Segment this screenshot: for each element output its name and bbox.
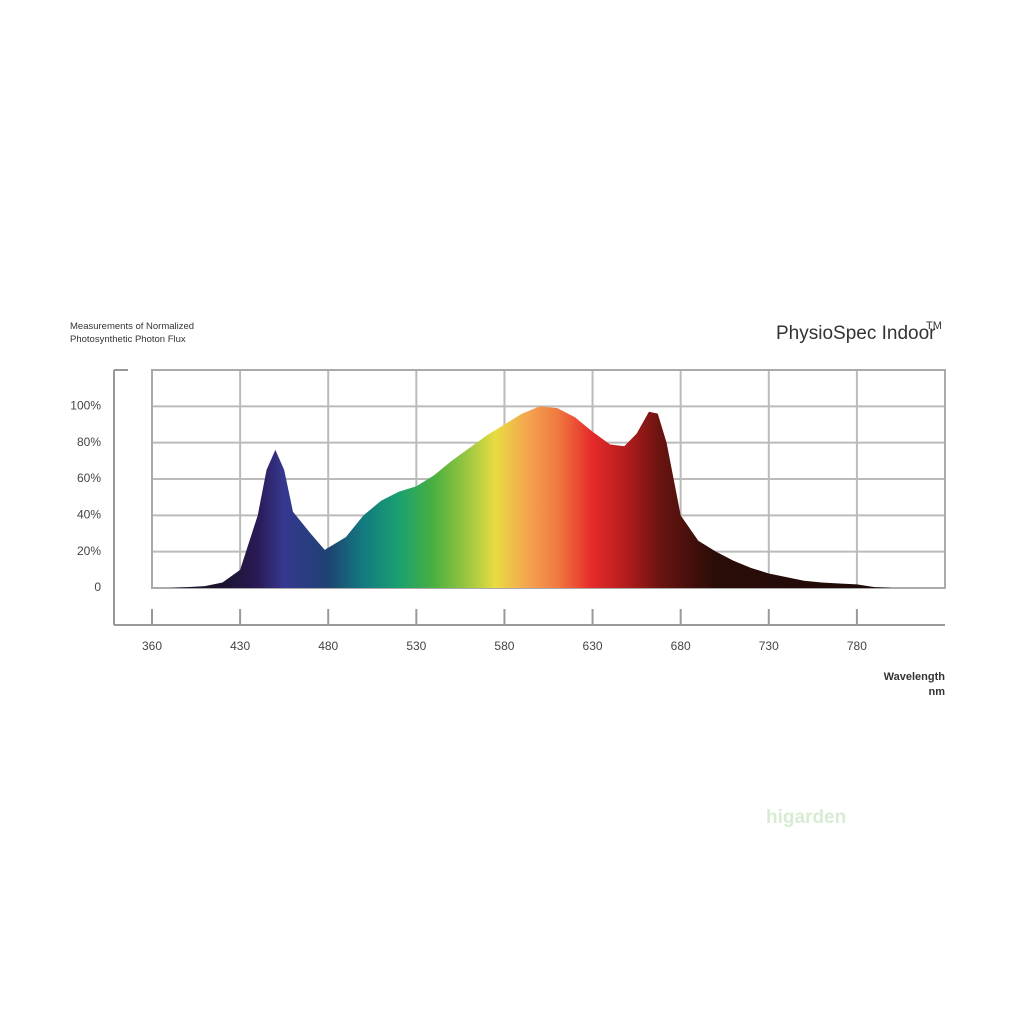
trademark: TM xyxy=(926,320,942,332)
x-tick-label: 780 xyxy=(847,639,867,653)
x-axis-label: Wavelength xyxy=(884,671,946,683)
x-axis-unit: nm xyxy=(929,686,946,698)
watermark: higarden xyxy=(766,807,846,828)
y-tick-label: 0 xyxy=(94,580,101,594)
y-tick-label: 20% xyxy=(77,544,101,558)
x-tick-label: 530 xyxy=(406,639,426,653)
y-tick-label: 100% xyxy=(70,399,101,413)
y-tick-label: 60% xyxy=(77,471,101,485)
spectrum-area xyxy=(152,406,893,588)
y-tick-label: 80% xyxy=(77,435,101,449)
x-tick-label: 580 xyxy=(494,639,514,653)
x-tick-label: 730 xyxy=(759,639,779,653)
x-tick-label: 430 xyxy=(230,639,250,653)
chart-title: PhysioSpec Indoor xyxy=(776,323,936,344)
x-tick-label: 480 xyxy=(318,639,338,653)
x-tick-label: 360 xyxy=(142,639,162,653)
y-tick-label: 40% xyxy=(77,508,101,522)
x-tick-label: 630 xyxy=(583,639,603,653)
x-tick-label: 680 xyxy=(671,639,691,653)
y-axis-label: Measurements of Normalized Photosyntheti… xyxy=(70,321,195,345)
